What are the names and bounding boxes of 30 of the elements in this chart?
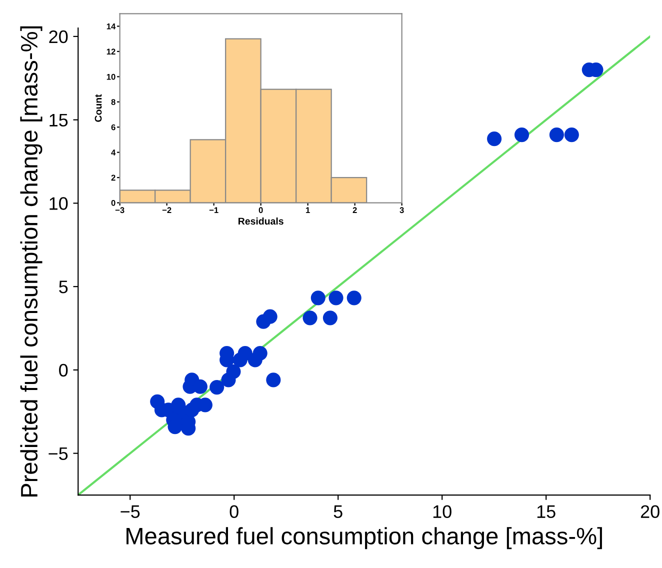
y-tick-label: 6 [111,124,116,130]
x-tick-label: −2 [162,207,172,213]
x-tick-label: −5 [120,505,140,518]
y-axis-title: Predicted fuel consumption change [mass-%] [20,26,42,496]
x-tick-label: −3 [115,207,124,214]
y-tick-label: 10 [106,74,116,80]
y-tick-label: 8 [111,99,116,105]
y-tick-label: 2 [111,174,116,181]
x-tick-label: 20 [640,505,660,518]
y-tick-label: 12 [106,48,116,54]
y-tick-label: 14 [106,24,116,30]
y-tick-label: 0 [111,200,116,206]
y-tick-label: 4 [111,150,116,156]
x-axis-title: Measured fuel consumption change [mass-%] [126,527,602,550]
x-tick-label: 0 [230,505,238,518]
x-tick-label: 1 [306,207,310,213]
y-tick-label: 15 [50,114,68,127]
x-tick-label: 0 [258,207,263,214]
x-tick-label: 5 [334,505,342,518]
x-tick-label: 15 [537,505,556,518]
y-tick-label: 0 [59,364,68,377]
y-tick-label: −5 [48,447,68,460]
x-tick-label: −1 [209,207,218,213]
x-axis-title: Residuals [238,217,284,225]
x-tick-label: 10 [433,505,452,518]
y-tick-label: 5 [59,280,68,294]
x-tick-label: 2 [352,207,357,213]
x-tick-label: 3 [400,207,404,214]
y-axis-title: Count [94,94,102,122]
y-tick-label: 20 [49,30,68,44]
